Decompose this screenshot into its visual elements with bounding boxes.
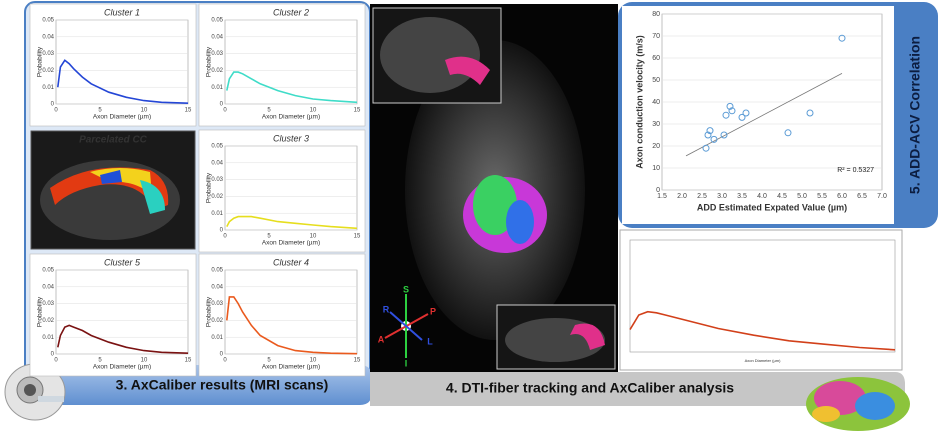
- panel5-label: 5. ADD-ACV Correlation: [907, 36, 923, 194]
- x-tick-label: 7.0: [877, 193, 887, 200]
- x-tick-label: 3.5: [737, 193, 747, 200]
- orientation-label: R: [383, 304, 390, 314]
- x-tick-label: 5.5: [817, 193, 827, 200]
- brain-icon: [806, 377, 910, 431]
- y-tick-label: 0.03: [42, 51, 54, 57]
- annotation: R² = 0.5327: [837, 167, 874, 174]
- y-axis-label: Axon conduction velocity (m/s): [634, 35, 644, 169]
- y-tick-label: 0.01: [211, 335, 223, 341]
- plot-area: [56, 270, 188, 354]
- plot-title: Cluster 5: [104, 257, 141, 267]
- orientation-label: P: [430, 306, 436, 316]
- parcelated-image: [31, 131, 195, 249]
- y-tick-label: 0.04: [211, 34, 223, 40]
- x-tick-label: 6.0: [837, 193, 847, 200]
- y-tick-label: 0.03: [42, 301, 54, 307]
- x-tick-label: 4.5: [777, 193, 787, 200]
- y-tick-label: 0.04: [211, 284, 223, 290]
- panel3-label: 3. AxCaliber results (MRI scans): [116, 377, 329, 393]
- x-tick-label: 10: [141, 108, 148, 114]
- y-tick-label: 0.02: [211, 68, 223, 74]
- x-tick-label: 6.5: [857, 193, 867, 200]
- x-tick-label: 15: [354, 358, 361, 364]
- y-tick-label: 0.05: [42, 18, 54, 24]
- x-tick-label: 10: [310, 234, 317, 240]
- y-tick-label: 50: [652, 77, 660, 84]
- figure: 3. AxCaliber results (MRI scans) Parcela…: [0, 0, 944, 433]
- plot-title: Cluster 4: [273, 257, 309, 267]
- x-tick-label: 4.0: [757, 193, 767, 200]
- y-tick-label: 0.03: [211, 301, 223, 307]
- plot-area: [225, 20, 357, 104]
- x-tick-label: 1.5: [657, 193, 667, 200]
- y-tick-label: 0.04: [42, 34, 54, 40]
- x-axis-label: ADD Estimated Expated Value (µm): [697, 202, 847, 212]
- y-tick-label: 20: [652, 143, 660, 150]
- x-tick-label: 10: [141, 358, 148, 364]
- y-tick-label: 0.02: [211, 194, 223, 200]
- x-axis-label: Axon Diameter (µm): [745, 358, 782, 363]
- y-tick-label: 0.01: [42, 335, 54, 341]
- y-tick-label: 0.04: [211, 160, 223, 166]
- plot-area: [630, 240, 895, 352]
- y-tick-label: 80: [652, 11, 660, 18]
- dti-image: [370, 4, 618, 372]
- plot-title: Cluster 1: [104, 7, 140, 17]
- x-tick-label: 2.5: [697, 193, 707, 200]
- y-tick-label: 0.03: [211, 177, 223, 183]
- x-tick-label: 15: [185, 108, 192, 114]
- panel4-label: 4. DTI-fiber tracking and AxCaliber anal…: [446, 380, 734, 396]
- x-axis-label: Axon Diameter (µm): [262, 114, 320, 121]
- y-tick-label: 0.05: [42, 268, 54, 274]
- y-axis-label: Probability: [37, 46, 44, 77]
- x-axis-label: Axon Diameter (µm): [93, 364, 151, 371]
- image-title: Parcelated CC: [79, 135, 148, 146]
- y-tick-label: 0.02: [42, 68, 54, 74]
- orientation-label: S: [403, 284, 409, 294]
- y-tick-label: 0.04: [42, 284, 54, 290]
- x-tick-label: 10: [310, 358, 317, 364]
- y-tick-label: 0.01: [211, 211, 223, 217]
- y-tick-label: 0.05: [211, 144, 223, 150]
- plot-area: [56, 20, 188, 104]
- x-axis-label: Axon Diameter (µm): [93, 114, 151, 121]
- y-tick-label: 0.02: [42, 318, 54, 324]
- y-tick-label: 70: [652, 33, 660, 40]
- x-axis-label: Axon Diameter (µm): [262, 240, 320, 247]
- x-tick-label: 15: [185, 358, 192, 364]
- x-tick-label: 3.0: [717, 193, 727, 200]
- y-tick-label: 0.02: [211, 318, 223, 324]
- x-tick-label: 2.0: [677, 193, 687, 200]
- plot-title: Cluster 2: [273, 7, 309, 17]
- x-tick-label: 15: [354, 108, 361, 114]
- x-tick-label: 5.0: [797, 193, 807, 200]
- y-tick-label: 40: [652, 99, 660, 106]
- y-tick-label: 10: [652, 165, 660, 172]
- y-axis-label: Probability: [37, 296, 44, 327]
- orientation-label: L: [427, 336, 433, 346]
- x-tick-label: 10: [310, 108, 317, 114]
- y-axis-label: Probability: [206, 172, 213, 203]
- plot-area: [225, 270, 357, 354]
- y-tick-label: 0.03: [211, 51, 223, 57]
- y-tick-label: 0.01: [211, 85, 223, 91]
- y-tick-label: 30: [652, 121, 660, 128]
- y-tick-label: 0.05: [211, 268, 223, 274]
- y-tick-label: 0.05: [211, 18, 223, 24]
- orientation-label: A: [378, 334, 385, 344]
- y-axis-label: Probability: [206, 296, 213, 327]
- x-axis-label: Axon Diameter (µm): [262, 364, 320, 371]
- plot-title: Cluster 3: [273, 133, 309, 143]
- x-tick-label: 15: [354, 234, 361, 240]
- y-tick-label: 60: [652, 55, 660, 62]
- orientation-label: I: [405, 358, 408, 368]
- y-tick-label: 0.01: [42, 85, 54, 91]
- y-axis-label: Probability: [206, 46, 213, 77]
